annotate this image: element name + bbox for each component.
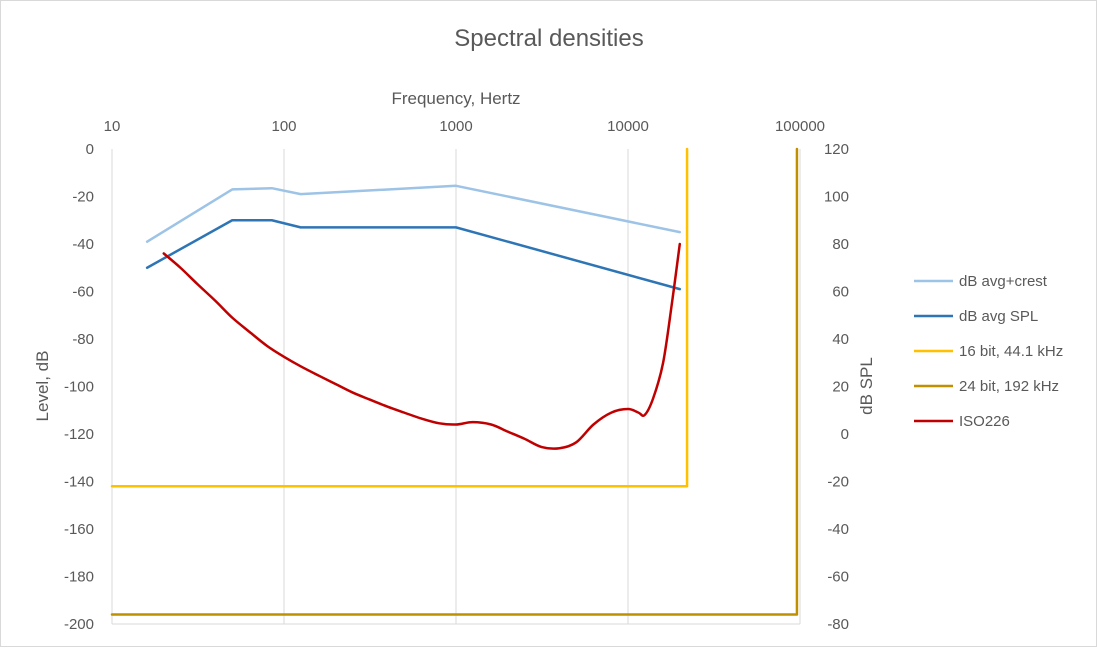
legend-label-db-avg-spl: dB avg SPL	[959, 308, 1038, 325]
y-right-tick-label: -60	[827, 569, 849, 586]
y-right-tick-label: -40	[827, 521, 849, 538]
tick-labels: 10 100 1000 10000 1000000-20-40-60-80-100-12…	[64, 118, 849, 633]
y-right-tick-label: 100	[824, 189, 849, 206]
y-left-tick-label: -160	[64, 521, 94, 538]
x-tick-label: 100000	[775, 118, 825, 135]
y-right-tick-label: 80	[832, 236, 849, 253]
y-left-tick-label: 0	[86, 141, 94, 158]
series-line-16-bit-44-1-khz	[110, 147, 689, 488]
y-axis-left-label: Level, dB	[33, 351, 52, 422]
x-tick-label: 10000	[607, 118, 649, 135]
y-right-tick-label: 40	[832, 331, 849, 348]
series-line-db-avg-crest	[145, 184, 682, 243]
series-line-24-bit-192-khz	[110, 147, 799, 616]
y-right-tick-label: 20	[832, 379, 849, 396]
y-left-tick-label: -140	[64, 474, 94, 491]
legend: dB avg+crest dB avg SPL 16 bit, 44.1 kHz 24…	[914, 273, 1063, 430]
legend-label-24-bit-192-khz: 24 bit, 192 kHz	[959, 378, 1059, 395]
y-right-tick-label: -80	[827, 616, 849, 633]
y-right-tick-label: -20	[827, 474, 849, 491]
y-right-tick-label: 120	[824, 141, 849, 158]
series-lines	[110, 147, 799, 616]
series-line-iso226	[162, 242, 682, 450]
x-tick-label: 10	[104, 118, 121, 135]
x-tick-label: 1000	[439, 118, 472, 135]
y-right-tick-label: 60	[832, 284, 849, 301]
series-line-db-avg-spl	[145, 219, 682, 291]
y-axis-right-label: dB SPL	[857, 357, 876, 415]
legend-label-16-bit-44-1-khz: 16 bit, 44.1 kHz	[959, 343, 1063, 360]
y-left-tick-label: -120	[64, 426, 94, 443]
y-left-tick-label: -60	[72, 284, 94, 301]
y-left-tick-label: -40	[72, 236, 94, 253]
x-tick-label: 100	[271, 118, 296, 135]
chart-title: Spectral densities	[454, 25, 643, 52]
gridlines	[111, 149, 801, 625]
y-left-tick-label: -200	[64, 616, 94, 633]
legend-label-iso226: ISO226	[959, 413, 1010, 430]
x-axis-label: Frequency, Hertz	[391, 89, 520, 108]
legend-label-db-avg-crest: dB avg+crest	[959, 273, 1048, 290]
y-right-tick-label: 0	[841, 426, 849, 443]
y-left-tick-label: -180	[64, 569, 94, 586]
y-left-tick-label: -100	[64, 379, 94, 396]
y-left-tick-label: -80	[72, 331, 94, 348]
y-left-tick-label: -20	[72, 189, 94, 206]
